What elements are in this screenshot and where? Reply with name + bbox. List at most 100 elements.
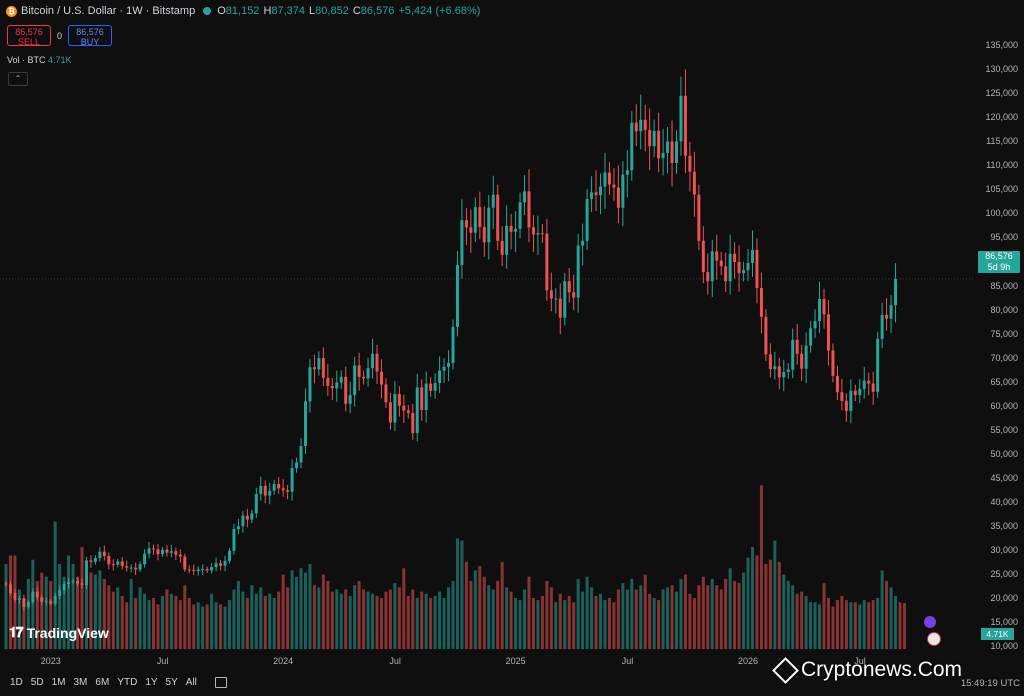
candle	[505, 225, 509, 255]
price-tick-label: 30,000	[990, 544, 1018, 555]
price-tick-label: 100,000	[985, 208, 1018, 219]
candle	[156, 549, 160, 555]
candle	[62, 583, 66, 591]
candle	[706, 272, 710, 282]
volume-bar	[223, 606, 227, 649]
volume-bar	[344, 589, 348, 649]
watermark: Cryptonews.Com	[772, 656, 962, 684]
candle	[107, 556, 111, 565]
timeframe-1d[interactable]: 1D	[10, 677, 23, 688]
volume-bar	[254, 593, 258, 649]
candle	[867, 380, 871, 384]
candle	[348, 395, 352, 404]
candle	[607, 172, 611, 185]
timeframe-all[interactable]: All	[185, 677, 197, 688]
volume-bar	[205, 604, 209, 649]
volume-bar	[102, 578, 106, 649]
candle	[178, 554, 182, 557]
flag-icon[interactable]	[927, 632, 941, 646]
volume-bar	[652, 598, 656, 649]
buy-button[interactable]: 86,576 BUY	[68, 25, 113, 47]
timeframe-5d[interactable]: 5D	[30, 677, 44, 688]
candle	[371, 353, 375, 369]
volume-bar	[393, 583, 397, 649]
candle	[160, 549, 164, 555]
volume-bar	[125, 602, 129, 649]
candle	[804, 345, 808, 369]
volume-bar	[147, 600, 151, 649]
timeframe-3m[interactable]: 3M	[73, 677, 88, 688]
volume-bar	[317, 587, 321, 649]
candle	[326, 377, 330, 386]
tradingview-logo[interactable]: 𝟏𝟕 TradingView	[9, 624, 109, 641]
volume-bar	[406, 595, 410, 649]
volume-bar	[80, 547, 84, 649]
candle	[773, 366, 777, 370]
candle	[40, 597, 44, 602]
candle	[165, 549, 169, 553]
volume-bar	[371, 593, 375, 649]
candle	[321, 358, 325, 378]
utc-clock[interactable]: 15:49:19 UTC	[960, 678, 1020, 689]
volume-bar	[174, 595, 178, 649]
candle	[26, 602, 30, 607]
volume-bar	[375, 595, 379, 649]
volume-bar	[268, 593, 272, 649]
candle	[536, 233, 540, 235]
volume-bar	[849, 602, 853, 649]
candle	[675, 141, 678, 164]
date-range-icon[interactable]	[214, 677, 227, 688]
candle	[590, 192, 594, 200]
candle	[49, 600, 53, 604]
volume-bar	[89, 572, 93, 649]
volume-bar	[259, 587, 263, 649]
candle	[737, 261, 741, 274]
sell-button[interactable]: 86,576 SELL	[7, 25, 51, 47]
timeframe-1m[interactable]: 1M	[51, 677, 66, 688]
candle	[469, 227, 473, 233]
timeframe-1y[interactable]: 1Y	[145, 677, 158, 688]
volume-bar	[192, 604, 196, 649]
candle	[701, 240, 705, 273]
collapse-legend-icon[interactable]: ⌃	[8, 72, 28, 86]
volume-bar	[590, 587, 594, 649]
volume-bar	[505, 587, 509, 649]
volume-bar	[527, 576, 531, 649]
volume-bar	[129, 578, 133, 649]
candle	[482, 226, 486, 243]
candle	[826, 314, 830, 351]
price-tick-label: 75,000	[990, 328, 1018, 339]
time-tick-label: 2023	[40, 656, 61, 666]
volume-bar	[232, 589, 236, 649]
volume-bar	[661, 589, 665, 649]
flash-icon[interactable]	[924, 616, 936, 628]
volume-bar	[120, 595, 124, 649]
candle	[786, 369, 790, 373]
candle	[473, 207, 477, 233]
candle	[80, 583, 84, 585]
candle	[849, 390, 853, 411]
spread-value: 0	[57, 30, 63, 41]
volume-bar	[473, 570, 477, 649]
volume-bar	[487, 585, 491, 649]
volume-bar	[491, 589, 495, 649]
candle	[134, 567, 138, 570]
candle	[496, 194, 500, 241]
volume-bar	[447, 587, 451, 649]
volume-bar	[755, 555, 759, 649]
price-tick-label: 80,000	[990, 304, 1018, 315]
timeframe-6m[interactable]: 6M	[95, 677, 110, 688]
volume-bar	[804, 595, 808, 649]
ohlc-open: O81,152	[217, 5, 260, 17]
volume-bar	[98, 570, 102, 649]
timeframe-ytd[interactable]: YTD	[117, 677, 138, 688]
candle	[862, 380, 866, 389]
volume-bar	[809, 602, 813, 649]
volume-bar	[295, 576, 299, 649]
volume-bar	[536, 600, 540, 649]
candle	[210, 567, 214, 571]
timeframe-5y[interactable]: 5Y	[165, 677, 178, 688]
volume-bar	[786, 581, 790, 649]
symbol-title[interactable]: Bitcoin / U.S. Dollar · 1W · Bitstamp	[21, 5, 196, 17]
